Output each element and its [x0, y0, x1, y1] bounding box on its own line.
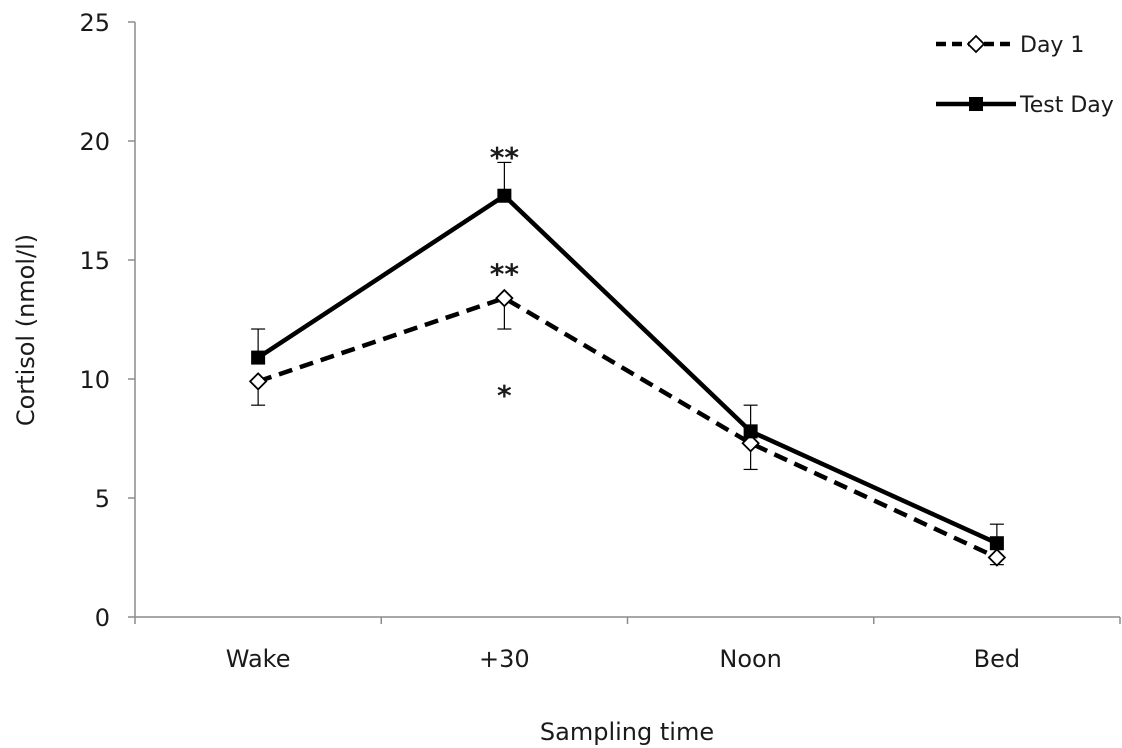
data-point — [987, 548, 1007, 567]
y-tick-label: 20 — [79, 128, 110, 156]
series-day-1 — [248, 288, 1007, 567]
series-test-day — [251, 161, 1004, 551]
y-tick-label: 10 — [79, 366, 110, 394]
legend-label: Day 1 — [1020, 33, 1084, 58]
data-point — [743, 424, 758, 439]
legend: Day 1 Test Day — [936, 33, 1114, 118]
legend-marker — [969, 97, 983, 111]
legend-marker — [966, 34, 986, 54]
y-tick-labels: 0 5 10 15 20 25 — [79, 9, 110, 632]
data-point — [741, 433, 760, 453]
y-tick-label: 5 — [95, 485, 110, 513]
series-line — [256, 193, 998, 546]
y-tick-label: 0 — [95, 604, 110, 632]
significance-marker: ** — [490, 258, 520, 291]
x-tick-labels: Wake +30 Noon Bed — [226, 645, 1020, 673]
legend-label: Test Day — [1019, 93, 1114, 118]
y-tick-label: 25 — [79, 9, 110, 37]
x-tick-label: Bed — [974, 645, 1020, 673]
y-tick-label: 15 — [79, 247, 110, 275]
data-point — [989, 536, 1004, 551]
series-layer — [248, 161, 1007, 567]
series-line — [257, 295, 998, 560]
y-axis-title: Cortisol (nmol/l) — [12, 234, 40, 426]
x-tick-label: Wake — [226, 645, 291, 673]
data-point — [495, 288, 514, 308]
significance-marker: * — [497, 379, 512, 412]
data-point — [251, 350, 266, 365]
x-tick-label: +30 — [479, 645, 530, 673]
significance-marker: ** — [490, 141, 520, 174]
data-point — [248, 372, 268, 391]
x-tick-label: Noon — [719, 645, 782, 673]
x-axis-title: Sampling time — [540, 718, 714, 746]
data-point — [497, 188, 512, 203]
annotations: ***** — [490, 141, 520, 412]
axes — [128, 21, 1121, 624]
